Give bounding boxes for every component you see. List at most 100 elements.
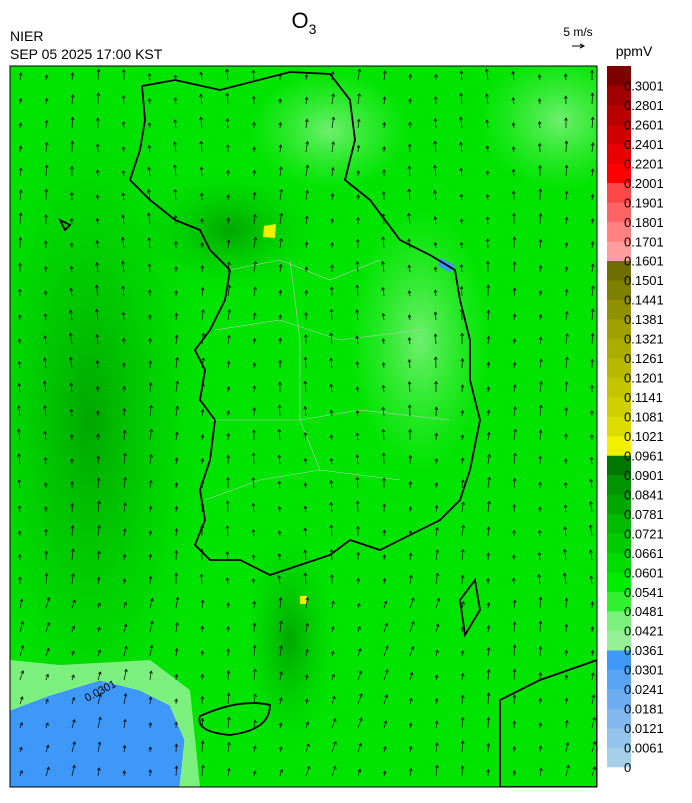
wind-arrow [251,502,256,513]
wind-arrow [303,457,308,465]
wind-arrow [18,212,23,225]
wind-arrow [564,242,569,249]
wind-arrow [147,98,152,105]
colorbar-swatch [607,552,631,573]
colorbar-label: 0.1321 [624,332,664,347]
wind-arrow [537,529,542,537]
wind-arrow [120,236,125,249]
wind-arrow [539,380,543,393]
wind-arrow [591,694,596,705]
wind-arrow [279,746,283,753]
wind-arrow [174,743,179,753]
wind-arrow [538,672,543,681]
colorbar-label: 0.0421 [624,624,664,639]
colorbar-swatch [607,416,631,437]
wind-arrow [43,313,48,321]
wind-arrow [329,457,334,465]
wind-arrow [18,145,23,153]
wind-arrow [563,95,568,105]
wind-arrow [19,696,24,705]
colorbar-swatch [607,299,631,320]
wind-arrow [303,549,307,561]
wind-arrow [174,765,179,777]
wind-arrow [460,457,465,465]
wind-arrow [123,693,128,705]
wind-arrow [331,717,337,729]
wind-arrow [433,117,438,129]
wind-arrow [434,432,439,441]
colorbar-label: 0.1021 [624,429,664,444]
map: 0.0301 [10,66,597,787]
wind-arrow [435,549,439,561]
wind-arrow [43,405,47,417]
wind-arrow [279,645,283,657]
wind-arrow [409,574,413,585]
wind-arrow [277,428,282,441]
wind-arrow [227,741,231,753]
wind-arrow [121,146,126,153]
wind-arrow [537,98,542,105]
wind-arrow [226,454,231,465]
wind-arrow [538,722,543,729]
wind-arrow [71,650,75,657]
wind-arrow [331,741,337,753]
wind-arrow [434,458,439,465]
wind-arrow [253,668,257,681]
wind-arrow [123,718,127,729]
wind-arrow [357,717,363,729]
wind-arrow [199,71,204,81]
wind-arrow [459,193,464,201]
wind-arrow [251,476,256,489]
wind-arrow [70,502,75,513]
wind-arrow [512,770,517,777]
wind-arrow [382,70,387,81]
wind-arrow [123,502,127,513]
wind-arrow [278,359,282,369]
wind-arrow [565,356,569,369]
province-lines [204,259,451,501]
wind-arrow [279,237,283,249]
wind-arrow [539,404,543,417]
wind-arrow [537,573,541,585]
wind-arrow [564,190,569,201]
wind-arrow [17,453,21,465]
wind-arrow [460,740,465,753]
wind-arrow [537,74,542,81]
wind-arrow [278,263,283,273]
wind-arrow [253,286,257,297]
wind-arrow [356,525,360,537]
colorbar-swatch [607,358,631,378]
wind-arrow [433,190,437,201]
wind-arrow [149,644,154,657]
wind-arrow [174,334,179,345]
wind-arrow [174,549,179,561]
low-region [10,679,186,787]
colorbar-label: 0.1901 [624,195,664,210]
wind-arrow [564,216,569,225]
wind-arrow [44,550,49,561]
wind-arrow [305,118,309,129]
wind-arrow [460,765,465,777]
wind-arrow [409,697,413,705]
colorbar-swatch [607,533,631,554]
wind-arrow [564,381,569,393]
wind-arrow [97,741,102,753]
wind-arrow [252,146,256,153]
wind-arrow [69,265,74,273]
wind-arrow [383,600,388,609]
wind-arrow [174,266,178,273]
colorbar-label: 0.1801 [624,215,664,230]
wind-arrow [435,572,440,585]
wind-arrow [564,164,569,177]
wind-arrow [459,241,464,249]
wind-arrow [487,453,491,465]
wind-arrow [19,598,24,609]
wind-arrow [433,356,438,369]
wind-arrow [355,432,360,441]
wind-arrow [486,602,491,609]
wind-arrow [382,577,387,585]
wind-arrow [486,309,491,321]
wind-arrow [486,647,491,657]
wind-arrow [45,596,51,609]
wind-arrow [538,213,543,225]
